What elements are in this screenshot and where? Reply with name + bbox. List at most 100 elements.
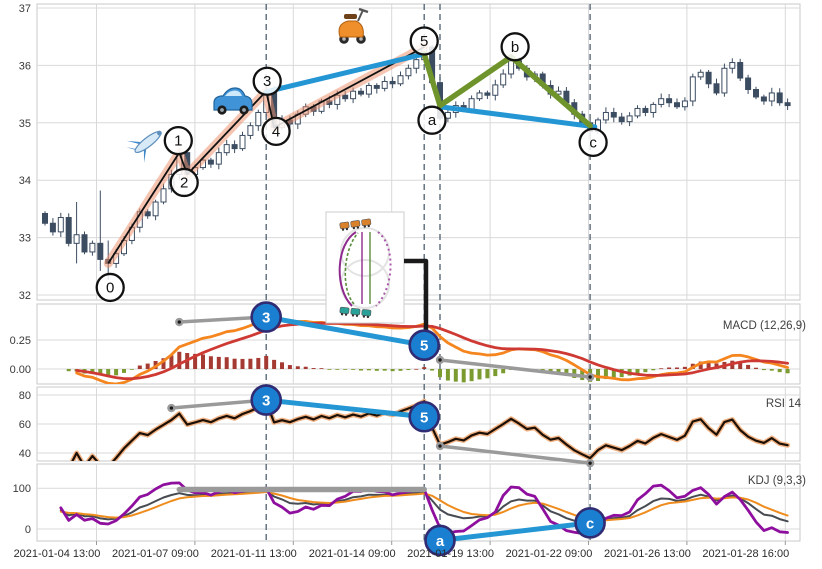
candle — [753, 89, 759, 98]
wave-label-text: 4 — [272, 123, 280, 140]
candle — [89, 242, 96, 253]
macd-histogram-bar — [114, 369, 119, 376]
main-panel-frame — [36, 3, 801, 301]
candle — [97, 242, 104, 260]
axis-tick-label: 100 — [13, 483, 31, 495]
macd-histogram-bar — [129, 369, 134, 370]
inset-image — [325, 211, 405, 324]
candle — [413, 59, 420, 69]
macd-histogram-bar — [698, 361, 703, 369]
candle — [247, 125, 254, 136]
macd-histogram-bar — [374, 369, 379, 371]
indicator-wave-text: 5 — [420, 409, 428, 426]
axis-tick-label: 37 — [19, 3, 31, 15]
candle — [255, 111, 262, 127]
macd-histogram-bar — [675, 367, 679, 369]
inset-connector-line — [404, 258, 429, 333]
x-axis-date-label: 2021-01-28 16:00 — [702, 548, 789, 560]
macd-histogram-bar — [635, 369, 640, 374]
candle — [610, 111, 617, 118]
macd-histogram-bar — [169, 355, 174, 369]
macd-histogram-bar — [564, 369, 569, 376]
macd-histogram-bar — [777, 369, 782, 373]
candle — [73, 234, 80, 244]
indicator-wave-text: 3 — [262, 310, 270, 327]
axis-tick-label: 34 — [19, 175, 31, 187]
grid-layer — [36, 3, 801, 545]
blue-trendline — [263, 51, 427, 95]
candle — [674, 102, 680, 108]
macd-histogram-bar — [193, 353, 198, 369]
macd-histogram-bar — [327, 369, 332, 370]
candle — [42, 212, 48, 224]
indicator-wave-circle-a — [424, 524, 456, 557]
macd-histogram-bar — [177, 351, 182, 369]
candle — [634, 107, 641, 117]
wave-label-text: 5 — [420, 33, 428, 50]
axis-tick-label: 35 — [19, 118, 31, 130]
scooter-icon — [338, 7, 369, 44]
candle — [642, 107, 649, 113]
annotation-layer: 0 1 2 3 4 5 a b c 3 5 3 5 a c — [95, 7, 608, 557]
candle — [508, 60, 515, 75]
macd-histogram-bar — [406, 369, 411, 371]
candle — [476, 92, 483, 100]
macd-histogram-bar — [398, 369, 403, 371]
candle — [626, 115, 633, 123]
candle — [215, 152, 222, 165]
candle — [697, 71, 704, 78]
gray-trend-connector — [169, 398, 268, 410]
kdj-d-line — [59, 491, 789, 522]
wave-label-circle-b — [500, 32, 530, 62]
axis-tick-label: 0 — [25, 524, 31, 536]
candle — [231, 144, 238, 150]
wave-label-text: 3 — [263, 73, 271, 90]
macd-histogram-bar — [477, 369, 482, 380]
wave-label-text: 2 — [180, 174, 188, 191]
indicator-wave-circle-5 — [408, 400, 441, 433]
impulse-wave-line — [107, 46, 425, 264]
macd-histogram-bar — [746, 364, 751, 369]
axis-tick-label: 80 — [19, 390, 31, 402]
macd-histogram-bar — [469, 369, 474, 382]
candle — [152, 201, 159, 217]
candle — [397, 75, 404, 85]
candle — [239, 134, 246, 150]
macd-histogram-bar — [414, 368, 419, 370]
macd-histogram-bar — [667, 367, 672, 369]
x-axis-date-label: 2021-01-11 13:00 — [211, 548, 297, 560]
indicator-wave-text: 3 — [262, 393, 270, 410]
macd-blue-trendline — [263, 314, 427, 348]
x-axis-date-label: 2021-01-04 13:00 — [14, 548, 101, 560]
macd-histogram-bar — [280, 362, 284, 369]
axis-tick-label: 32 — [19, 290, 31, 302]
x-axis-date-label: 2021-01-26 13:00 — [604, 548, 691, 560]
macd-histogram-bar — [390, 369, 395, 372]
macd-histogram-bar — [335, 369, 340, 370]
candle — [358, 90, 364, 95]
axis-text-layer: 3736353433320.250.0080604010002021-01-04… — [10, 3, 790, 560]
candle — [484, 92, 491, 96]
wave-label-text: a — [428, 112, 437, 129]
macd-signal-line — [75, 321, 789, 381]
wave-label-text: c — [589, 134, 597, 151]
macd-histogram-bar — [785, 369, 790, 374]
macd-histogram-bar — [643, 369, 648, 373]
macd-histogram-bar — [438, 369, 442, 378]
candlestick-series — [42, 44, 791, 281]
kdj-blue-trendline — [437, 520, 593, 543]
indicator-wave-text: a — [436, 533, 445, 550]
macd-panel-frame — [36, 303, 801, 385]
kdj-panel-label: KDJ (9,3,3) — [748, 475, 806, 487]
macd-histogram-bar — [98, 369, 103, 376]
wave-label-circle-4 — [261, 116, 291, 147]
macd-histogram-bar — [453, 369, 458, 382]
candle — [373, 84, 380, 89]
indicator-wave-circle-3 — [250, 301, 283, 333]
macd-line — [75, 315, 789, 384]
macd-histogram-bar — [161, 358, 166, 369]
wave-label-circle-0 — [95, 272, 125, 303]
candle — [768, 92, 775, 102]
blue-trendline — [437, 104, 598, 130]
macd-histogram-bar — [66, 369, 71, 372]
